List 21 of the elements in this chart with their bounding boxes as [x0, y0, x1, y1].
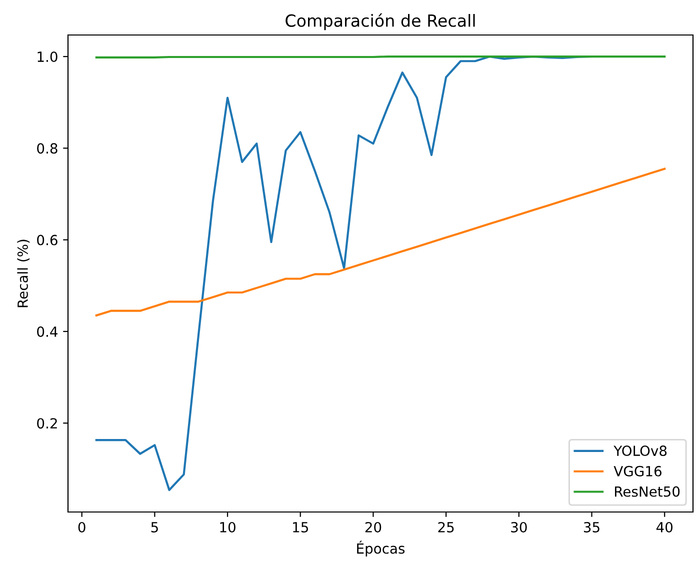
x-tick-label: 40 — [656, 522, 673, 532]
line-series — [95, 168, 666, 316]
x-tick-label: 0 — [78, 522, 86, 532]
x-tick-label: 35 — [584, 522, 600, 532]
x-tick-label: 30 — [511, 522, 527, 532]
y-tick-label: 0.4 — [37, 326, 58, 337]
x-tick-label: 20 — [365, 522, 382, 532]
legend-label: ResNet50 — [615, 486, 680, 497]
legend-label: VGG16 — [614, 466, 662, 476]
y-axis-title: Recall (%) — [17, 240, 30, 308]
x-tick-label: 25 — [438, 522, 454, 532]
y-tick-label: 1.0 — [38, 52, 58, 62]
x-axis-title: Épocas — [357, 540, 405, 556]
x-tick-label: 5 — [151, 522, 158, 532]
legend-label: YOLOv8 — [614, 446, 667, 456]
y-tick-label: 0.6 — [37, 234, 58, 246]
chart-title: Comparación de Recall — [286, 13, 475, 30]
y-tick-label: 0.8 — [37, 143, 58, 154]
x-tick-label: 10 — [220, 522, 236, 532]
x-tick-label: 15 — [293, 522, 308, 532]
y-tick-label: 0.2 — [37, 418, 57, 429]
